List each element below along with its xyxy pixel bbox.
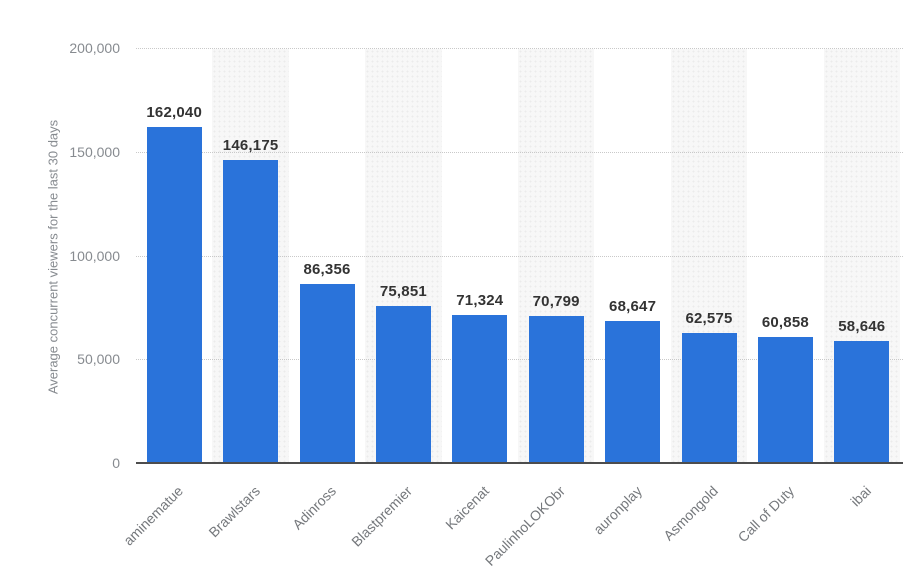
y-tick-label: 100,000 [69, 247, 120, 264]
x-axis-label: Adinross [289, 482, 340, 533]
value-label: 86,356 [303, 260, 351, 278]
x-axis-label: aminematue [120, 482, 187, 549]
value-label: 75,851 [379, 282, 427, 300]
value-label: 58,646 [838, 318, 886, 336]
x-axis-label: Brawlstars [205, 482, 263, 541]
bar-call-of-duty[interactable] [757, 336, 813, 463]
y-tick-label: 150,000 [69, 143, 120, 160]
value-label: 70,799 [532, 293, 580, 311]
gridline [136, 359, 903, 361]
bar-aminematue[interactable] [146, 126, 202, 463]
bar-paulinholokobr[interactable] [528, 316, 584, 463]
value-label: 162,040 [146, 103, 202, 121]
bar-ibai[interactable] [834, 341, 890, 463]
bar-asmongold[interactable] [681, 333, 737, 463]
bar-adinross[interactable] [299, 283, 355, 463]
bar-blastpremier[interactable] [375, 305, 431, 463]
bar-brawlstars[interactable] [223, 159, 279, 463]
bar-auronplay[interactable] [605, 320, 661, 463]
x-axis-label: Asmongold [660, 482, 722, 544]
x-axis-label: ibai [847, 482, 874, 510]
value-label: 62,575 [685, 310, 733, 328]
value-label: 60,858 [761, 313, 809, 331]
y-tick-label: 200,000 [69, 40, 120, 56]
value-label: 71,324 [456, 292, 504, 309]
gridline [136, 48, 903, 49]
x-axis-label: auronplay [589, 482, 645, 538]
value-label: 146,175 [222, 136, 279, 154]
x-axis-label: Blastpremier [348, 482, 416, 550]
value-label: 68,647 [609, 297, 657, 315]
x-axis-label: Kaicenat [441, 482, 492, 533]
x-axis-label: PaulinhoLOKObr [482, 482, 569, 569]
x-axis-line [136, 462, 903, 464]
gridline [136, 151, 903, 153]
y-tick-label: 0 [112, 455, 120, 471]
y-tick-label: 50,000 [77, 351, 120, 368]
gridline [136, 255, 903, 257]
bar-kaicenat[interactable] [452, 315, 508, 463]
x-axis-label: Call of Duty [734, 482, 798, 546]
